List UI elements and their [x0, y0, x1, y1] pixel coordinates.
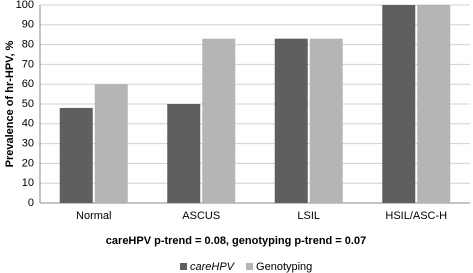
bar [309, 38, 343, 203]
bar [59, 107, 93, 203]
bar [94, 84, 128, 203]
y-tick-label: 90 [22, 19, 34, 31]
bar [382, 5, 416, 203]
y-tick-label: 80 [22, 39, 34, 51]
y-tick-label: 40 [22, 118, 34, 130]
legend-label: careHPV [190, 261, 236, 273]
y-axis-title: Prevalence of hr-HPV, % [4, 40, 16, 167]
y-tick-label: 100 [16, 0, 34, 11]
bar [202, 38, 236, 203]
y-tick-label: 0 [28, 197, 34, 209]
bar [274, 38, 308, 203]
y-tick-label: 70 [22, 58, 34, 70]
x-tick-label: LSIL [297, 210, 320, 222]
legend-label: Genotyping [256, 261, 312, 273]
legend-swatch [246, 263, 254, 270]
x-tick-label: HSIL/ASC-H [385, 210, 447, 222]
x-tick-label: ASCUS [182, 210, 220, 222]
annotation: careHPV p-trend = 0.08, genotyping p-tre… [106, 235, 366, 247]
legend-swatch [180, 263, 187, 270]
y-tick-label: 10 [22, 177, 34, 189]
y-tick-label: 60 [22, 78, 34, 90]
y-tick-label: 30 [22, 138, 34, 150]
bar [417, 5, 451, 203]
bar [167, 104, 201, 203]
y-tick-label: 20 [22, 157, 34, 169]
x-tick-label: Normal [76, 210, 111, 222]
y-tick-label: 50 [22, 98, 34, 110]
